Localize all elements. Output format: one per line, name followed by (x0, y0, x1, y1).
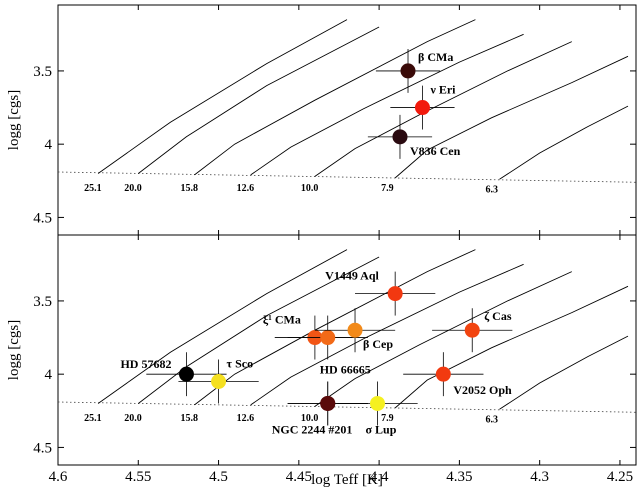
panel-frame-bottom (57, 234, 637, 466)
y-tick-label: 4.5 (33, 440, 52, 456)
mass-label-25.1: 25.1 (84, 413, 102, 424)
x-tick-label: 4.35 (446, 469, 472, 485)
data-point (320, 395, 336, 411)
zams-line-top (57, 171, 637, 183)
star-label: σ Lup (366, 422, 397, 436)
star-label: τ Sco (227, 356, 254, 370)
mass-label-25.1: 25.1 (84, 183, 102, 194)
x-tick-label: 4.3 (530, 469, 549, 485)
y-tick-label: 4 (45, 137, 53, 153)
track-7.9 (394, 55, 629, 179)
mass-label-20.0: 20.0 (124, 183, 141, 194)
tracks-layer: 25.1 20.0 15.8 12.6 10.0 7.9 6.3 25.1 20.0 15.8 12… (57, 19, 637, 425)
stars-layer: β CMa ν Eri V836 Cen V1449 Aql ξ¹ CMa β Cep ζ … (120, 48, 513, 436)
track-25.1 (97, 19, 348, 174)
mass-label-10.0: 10.0 (301, 183, 319, 194)
star-label: HD 66665 (320, 362, 371, 376)
data-point (387, 286, 403, 302)
track-6.3 (499, 105, 629, 180)
x-axis-label: log Teff [K] (311, 472, 383, 488)
star-label: β CMa (418, 50, 453, 64)
star-label: ξ¹ CMa (263, 313, 301, 327)
data-point (464, 322, 480, 338)
data-point (178, 366, 194, 382)
mass-label-10.0: 10.0 (301, 413, 319, 424)
data-point (320, 330, 336, 346)
track-12.6 (250, 33, 524, 176)
mass-label-6.3: 6.3 (486, 414, 499, 425)
track-20.0 (138, 256, 380, 404)
star-label: HD 57682 (120, 357, 171, 371)
x-tick-label: 4.4 (370, 469, 389, 485)
track-20.0 (138, 26, 380, 174)
mass-label-7.9: 7.9 (381, 183, 394, 194)
star-label: V1449 Aql (325, 269, 379, 283)
data-point (400, 63, 416, 79)
axes-layer: 3.5 4 4.5 logg [cgs] 3.5 4 4.5 logg [cgs] 4.6 4.5… (6, 5, 636, 488)
x-tick-label: 4.45 (286, 469, 312, 485)
mass-label-15.8: 15.8 (180, 183, 198, 194)
data-point (347, 322, 363, 338)
track-6.3 (499, 335, 629, 410)
x-tick-label: 4.25 (607, 469, 633, 485)
track-25.1 (97, 249, 348, 404)
track-12.6 (250, 263, 524, 406)
y-axis-label: logg [cgs] (6, 90, 22, 150)
track-7.9 (394, 285, 629, 409)
x-tick-label: 4.55 (125, 469, 151, 485)
data-point (414, 100, 430, 116)
star-label: ζ Cas (484, 309, 512, 323)
star-label: NGC 2244 #201 (272, 422, 353, 436)
track-10.0 (314, 271, 572, 407)
y-tick-label: 3.5 (33, 64, 52, 80)
track-10.0 (314, 41, 572, 177)
panel-frame-top (57, 4, 637, 236)
mass-label-7.9: 7.9 (381, 413, 394, 424)
zams-line-bottom (57, 401, 637, 413)
x-tick-label: 4.5 (209, 469, 228, 485)
y-tick-label: 4 (45, 367, 53, 383)
mass-label-12.6: 12.6 (237, 413, 255, 424)
y-axis-label: logg [cgs] (6, 320, 22, 380)
mass-label-20.0: 20.0 (124, 413, 141, 424)
star-label: β Cep (363, 337, 393, 351)
mass-label-15.8: 15.8 (180, 413, 198, 424)
frame-layer (57, 4, 637, 466)
mass-label-6.3: 6.3 (486, 184, 499, 195)
y-tick-label: 3.5 (33, 294, 52, 310)
data-point (392, 129, 408, 145)
data-point (435, 366, 451, 382)
x-tick-label: 4.6 (49, 469, 68, 485)
star-label: V2052 Oph (453, 383, 512, 397)
track-15.8 (194, 19, 476, 176)
y-tick-label: 4.5 (33, 210, 52, 226)
data-point (370, 395, 386, 411)
star-label: V836 Cen (410, 144, 461, 158)
star-label: ν Eri (429, 83, 456, 97)
mass-label-12.6: 12.6 (237, 183, 255, 194)
data-point (211, 373, 227, 389)
